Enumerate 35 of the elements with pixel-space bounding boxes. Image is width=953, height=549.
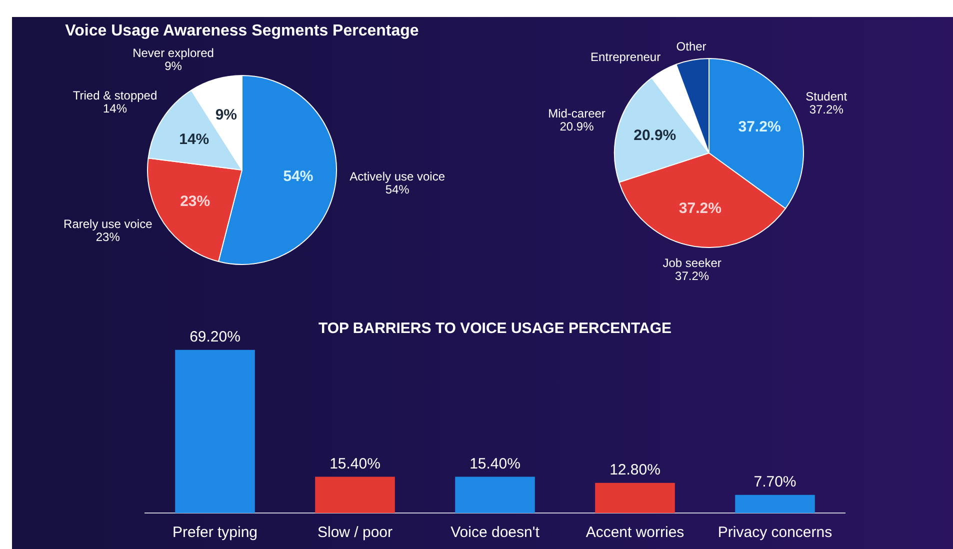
text: 37.2%	[675, 268, 710, 283]
data-label: 54%	[283, 168, 314, 186]
text: 54%	[385, 182, 410, 196]
text: 20.9%	[560, 119, 594, 134]
data-label: 7.70%	[754, 473, 796, 490]
data-label: 15.40%	[470, 455, 520, 472]
data-label: 15.40%	[330, 455, 380, 472]
chart-title: Voice Usage Awareness Segments Percentage	[65, 22, 419, 40]
x-tick-label: Accent worries	[586, 524, 684, 542]
slice-label: Never explored	[132, 46, 214, 60]
x-tick-label: Privacy concerns	[718, 524, 832, 542]
data-label: 23%	[180, 193, 210, 210]
text: 23%	[96, 230, 120, 244]
slice-label: Student	[806, 90, 848, 104]
slice-label: Entrepreneur	[590, 50, 661, 64]
x-tick-label: Voice doesn't	[450, 524, 540, 542]
slice-label: Rarely use voice	[64, 216, 153, 231]
slice-label: Tried & stopped	[72, 88, 158, 102]
slice-label: Other	[676, 39, 706, 54]
text: 9%	[164, 58, 182, 73]
data-label: 69.20%	[190, 328, 240, 346]
text: 14%	[102, 101, 128, 116]
text: 37.2%	[809, 102, 844, 117]
slice-label: Actively use voice	[350, 169, 446, 184]
chart-title: TOP BARRIERS TO VOICE USAGE PERCENTAGE	[318, 320, 672, 338]
data-label: 20.9%	[634, 127, 676, 144]
data-label: 9%	[215, 106, 238, 124]
data-label: 12.80%	[610, 461, 660, 478]
x-tick-label: Prefer typing	[172, 524, 258, 542]
x-tick-label: Slow / poor	[317, 524, 393, 542]
data-label: 37.2%	[738, 118, 781, 136]
slice-label: Mid-career	[548, 106, 606, 120]
data-label: 14%	[179, 130, 210, 148]
slice-label: Job seeker	[662, 256, 722, 270]
data-label: 37.2%	[678, 200, 722, 218]
